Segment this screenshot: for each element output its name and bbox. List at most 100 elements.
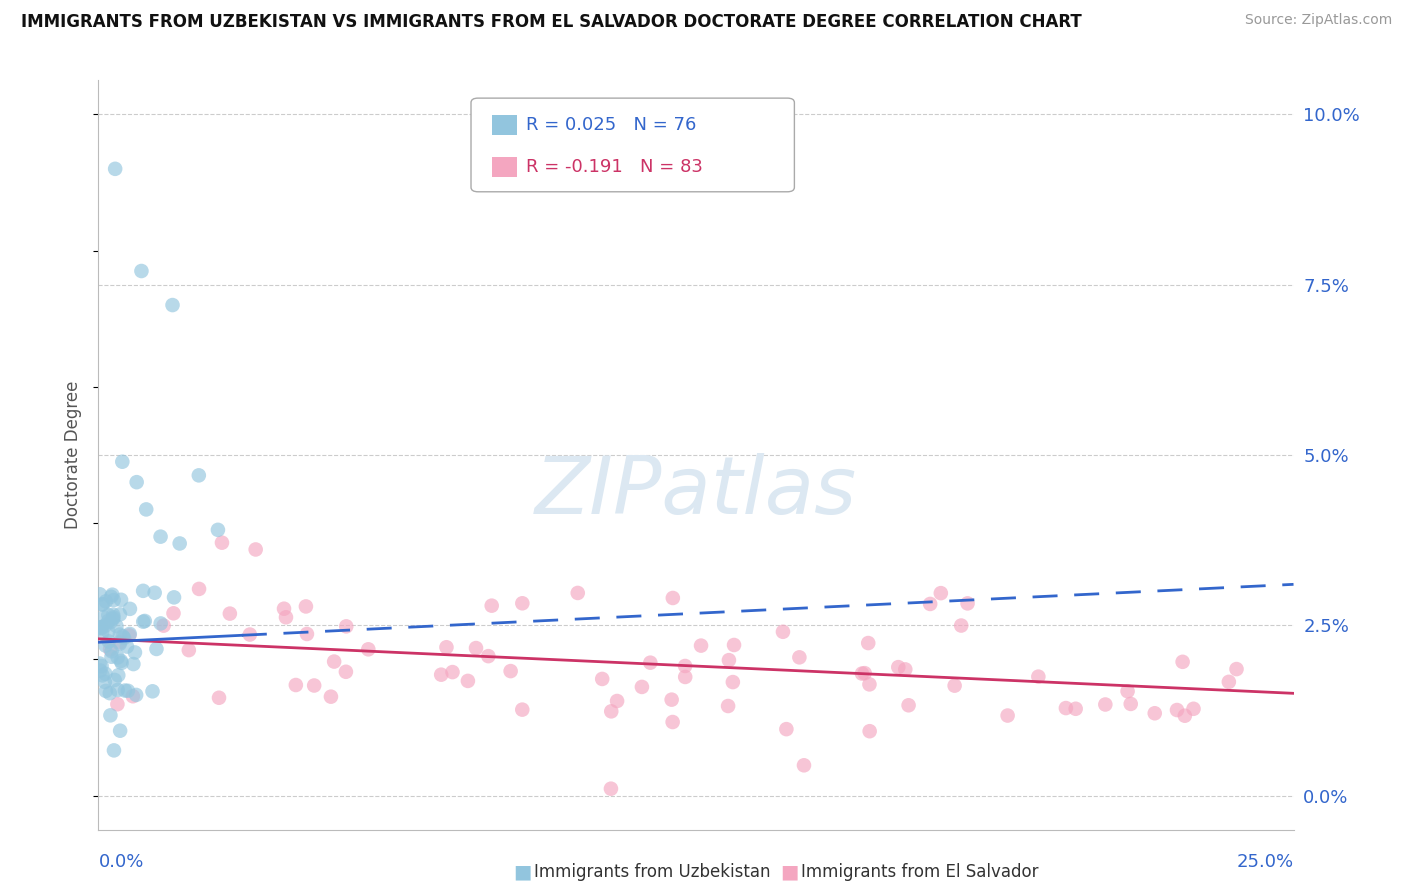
Point xyxy=(107,697,129,711)
Text: Source: ZipAtlas.com: Source: ZipAtlas.com xyxy=(1244,13,1392,28)
Point xyxy=(239,627,262,641)
Point xyxy=(284,678,307,692)
Point xyxy=(1028,670,1050,684)
Point xyxy=(897,698,920,713)
Text: ■: ■ xyxy=(513,863,531,882)
Point xyxy=(481,599,503,613)
Text: ■: ■ xyxy=(780,863,799,882)
Point xyxy=(131,264,153,278)
Point xyxy=(125,688,148,702)
Point xyxy=(295,599,318,614)
Point xyxy=(89,664,111,678)
Point xyxy=(93,610,115,624)
Point xyxy=(858,636,880,650)
Point xyxy=(103,610,125,624)
Point xyxy=(97,634,120,648)
Point xyxy=(104,161,127,176)
Point xyxy=(721,675,744,690)
Point xyxy=(465,641,488,656)
Point xyxy=(94,594,117,608)
Point xyxy=(107,668,129,682)
Point xyxy=(111,629,134,643)
Point xyxy=(132,615,155,629)
Point xyxy=(101,612,124,626)
Point xyxy=(640,656,662,670)
Point xyxy=(302,678,325,692)
Point xyxy=(430,667,453,681)
Point xyxy=(108,723,131,738)
Point xyxy=(950,618,973,632)
Point xyxy=(105,619,128,633)
Point xyxy=(477,649,499,664)
Point xyxy=(91,626,114,640)
Point xyxy=(89,587,111,601)
Point xyxy=(177,643,200,657)
Point xyxy=(673,670,696,684)
Point xyxy=(98,686,121,700)
Point xyxy=(793,758,815,772)
Text: R = -0.191   N = 83: R = -0.191 N = 83 xyxy=(526,158,703,176)
Point xyxy=(91,597,114,611)
Point xyxy=(100,590,122,604)
Y-axis label: Doctorate Degree: Doctorate Degree xyxy=(65,381,83,529)
Point xyxy=(100,615,122,629)
Point xyxy=(894,662,917,676)
Point xyxy=(163,591,186,605)
Point xyxy=(690,639,713,653)
Point xyxy=(94,666,117,681)
Point xyxy=(149,616,172,631)
Point xyxy=(101,607,124,622)
Point xyxy=(591,672,613,686)
Point xyxy=(956,596,979,610)
Point xyxy=(512,596,534,610)
Point xyxy=(457,673,479,688)
Point xyxy=(107,650,129,665)
Point xyxy=(118,627,141,641)
Point xyxy=(90,620,112,634)
Point xyxy=(108,637,131,651)
Text: Immigrants from Uzbekistan: Immigrants from Uzbekistan xyxy=(534,863,770,881)
Point xyxy=(775,722,797,736)
Point xyxy=(1171,655,1194,669)
Point xyxy=(162,298,184,312)
Point xyxy=(600,781,623,796)
Point xyxy=(143,586,166,600)
Point xyxy=(94,618,117,632)
Point xyxy=(499,664,522,678)
Point xyxy=(152,618,174,632)
Point xyxy=(606,694,628,708)
Point xyxy=(108,607,131,622)
Point xyxy=(335,665,357,679)
Point xyxy=(211,535,233,549)
Point xyxy=(118,602,141,616)
Point xyxy=(134,614,156,628)
Point xyxy=(859,724,882,739)
Point xyxy=(97,608,120,623)
Point xyxy=(1166,703,1188,717)
Point xyxy=(107,683,129,698)
Point xyxy=(90,659,112,673)
Point xyxy=(319,690,342,704)
Point xyxy=(125,475,148,490)
Point xyxy=(87,621,110,635)
Point xyxy=(118,628,141,642)
Point xyxy=(112,631,135,645)
Point xyxy=(772,624,794,639)
Point xyxy=(631,680,654,694)
Point xyxy=(929,586,952,600)
Text: 0.0%: 0.0% xyxy=(98,854,143,871)
Point xyxy=(94,675,117,690)
Point xyxy=(94,684,117,698)
Point xyxy=(108,627,131,641)
Point xyxy=(510,703,533,717)
Point xyxy=(1218,674,1240,689)
Point xyxy=(662,591,685,605)
Point xyxy=(851,666,873,681)
Point xyxy=(188,582,211,596)
Point xyxy=(110,654,132,668)
Point xyxy=(717,698,740,713)
Point xyxy=(115,640,138,654)
Point xyxy=(295,627,318,641)
Point xyxy=(1225,662,1247,676)
Text: IMMIGRANTS FROM UZBEKISTAN VS IMMIGRANTS FROM EL SALVADOR DOCTORATE DEGREE CORRE: IMMIGRANTS FROM UZBEKISTAN VS IMMIGRANTS… xyxy=(21,13,1081,31)
